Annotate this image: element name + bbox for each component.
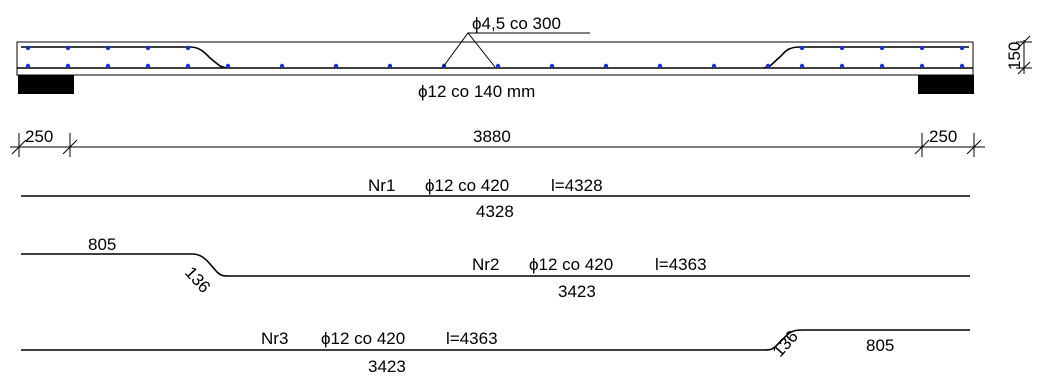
bar-nr3-dim: 3423: [368, 357, 406, 376]
right-support-dim: 250: [929, 127, 957, 146]
bar-nr2-line: [21, 253, 970, 277]
left-support: [18, 75, 74, 94]
stirrup-label: ϕ4,5 co 300: [472, 14, 561, 33]
bar-nr1-spec: ϕ12 co 420: [425, 176, 509, 195]
bar-nr3-line: [21, 329, 970, 351]
beam-outline: [16, 41, 974, 76]
left-bent-rebar: [21, 46, 227, 69]
bar-nr1-dim: 4328: [476, 202, 514, 221]
left-support-dim: 250: [25, 127, 53, 146]
bar-nr2-dim: 3423: [558, 282, 596, 301]
bar-nr3-name: Nr3: [261, 329, 288, 348]
span-dimension: 250 3880 250: [10, 127, 985, 157]
height-dim-slash-top: [1017, 35, 1031, 49]
bar-nr3: Nr3 ϕ12 co 420 l=4363 3423 136 805: [21, 327, 970, 376]
bar-nr3-bend: 136: [769, 327, 802, 361]
height-dim-slash-bottom: [1017, 61, 1031, 75]
bar-nr2-straight: 805: [88, 235, 116, 254]
right-support: [918, 75, 974, 94]
bar-nr2: 805 136 Nr2 ϕ12 co 420 l=4363 3423: [21, 235, 970, 301]
bar-nr3-spec: ϕ12 co 420: [321, 329, 405, 348]
beam-elevation: ϕ4,5 co 300 ϕ12 co 140 mm 150: [16, 14, 1032, 101]
span-dim: 3880: [473, 127, 511, 146]
bar-nr2-bend: 136: [181, 263, 214, 297]
bar-nr3-length: l=4363: [446, 329, 498, 348]
bar-nr2-name: Nr2: [472, 255, 499, 274]
stirrup-leader-line: [442, 32, 496, 68]
main-bar-label: ϕ12 co 140 mm: [418, 82, 535, 101]
transverse-bar-dots: [25, 45, 965, 69]
bar-nr2-spec: ϕ12 co 420: [529, 255, 613, 274]
dim-slash: [966, 139, 982, 155]
dim-slash: [11, 139, 27, 155]
dim-slash: [914, 139, 930, 155]
dim-slash: [62, 139, 78, 155]
height-label: 150: [1005, 42, 1024, 70]
bar-nr3-straight: 805: [866, 336, 894, 355]
bar-nr1: Nr1 ϕ12 co 420 l=4328 4328: [21, 176, 970, 221]
right-bent-rebar: [763, 46, 969, 69]
bar-nr2-length: l=4363: [655, 255, 707, 274]
bar-nr1-name: Nr1: [368, 176, 395, 195]
bar-nr1-length: l=4328: [551, 176, 603, 195]
